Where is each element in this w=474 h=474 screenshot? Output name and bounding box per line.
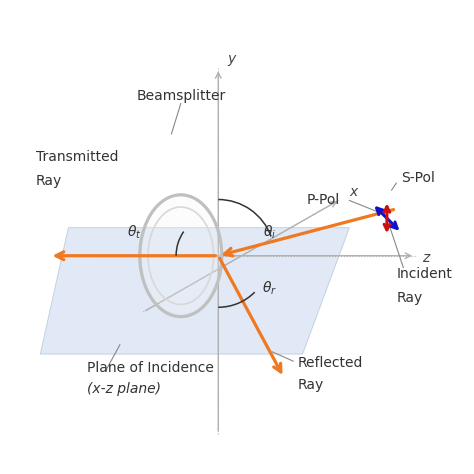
Text: Ray: Ray xyxy=(396,291,422,305)
Text: y: y xyxy=(228,52,236,66)
Text: Reflected: Reflected xyxy=(298,356,363,371)
Ellipse shape xyxy=(142,198,220,314)
Text: $\theta_t$: $\theta_t$ xyxy=(127,224,141,241)
Text: z: z xyxy=(422,251,429,265)
Text: S-Pol: S-Pol xyxy=(401,172,435,185)
Text: Incident: Incident xyxy=(396,267,452,282)
Text: x: x xyxy=(349,185,358,200)
Text: P-Pol: P-Pol xyxy=(307,192,340,207)
Text: $\theta_i$: $\theta_i$ xyxy=(263,224,276,241)
Text: Ray: Ray xyxy=(36,174,62,188)
Text: Transmitted: Transmitted xyxy=(36,150,118,164)
Polygon shape xyxy=(40,228,349,354)
Text: Ray: Ray xyxy=(298,378,324,392)
Text: Beamsplitter: Beamsplitter xyxy=(136,90,226,103)
Text: (x-z plane): (x-z plane) xyxy=(87,382,161,396)
Text: Plane of Incidence: Plane of Incidence xyxy=(87,361,214,375)
Text: $\theta_r$: $\theta_r$ xyxy=(262,280,277,297)
